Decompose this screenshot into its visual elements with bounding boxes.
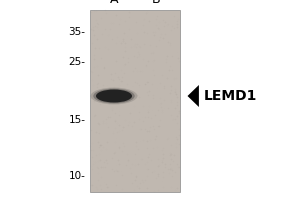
Text: A: A bbox=[110, 0, 118, 6]
Ellipse shape bbox=[96, 90, 132, 102]
Ellipse shape bbox=[91, 88, 137, 104]
Polygon shape bbox=[188, 85, 199, 107]
Text: 35-: 35- bbox=[68, 27, 86, 37]
Text: LEMD1: LEMD1 bbox=[203, 89, 257, 103]
Ellipse shape bbox=[93, 89, 135, 103]
Text: 10-: 10- bbox=[69, 171, 86, 181]
FancyBboxPatch shape bbox=[90, 10, 180, 192]
Text: 25-: 25- bbox=[68, 57, 86, 67]
Text: 15-: 15- bbox=[68, 115, 86, 125]
Text: B: B bbox=[152, 0, 160, 6]
